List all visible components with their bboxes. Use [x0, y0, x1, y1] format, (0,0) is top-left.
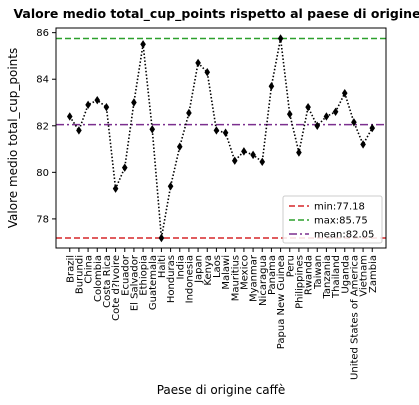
x-tick-label: Vietnam — [359, 255, 370, 297]
data-point — [286, 109, 293, 119]
legend-label: min:77.18 — [314, 202, 365, 213]
x-tick-label: Japan — [194, 255, 205, 284]
data-point — [341, 88, 348, 98]
data-point — [231, 156, 238, 165]
x-tick-label: Peru — [285, 255, 296, 277]
x-tick-label: Panama — [267, 255, 278, 295]
y-axis-label: Valore medio total_cup_points — [6, 48, 20, 228]
data-point — [323, 112, 330, 121]
x-tick-label: Kenya — [203, 255, 214, 286]
x-tick-label: Malawi — [221, 255, 232, 290]
x-tick-label: Burundi — [74, 255, 85, 294]
data-point — [195, 58, 201, 68]
data-point — [131, 98, 137, 107]
x-tick-label: Colombia — [93, 255, 104, 302]
x-tick-label: Papua New Guinea — [276, 255, 287, 349]
y-tick-label: 82 — [36, 121, 49, 132]
y-tick-label: 84 — [36, 75, 49, 86]
x-tick-label: Honduras — [166, 255, 177, 303]
data-point — [167, 182, 174, 191]
x-tick-label: Ecuador — [120, 254, 131, 296]
x-tick-label: Tanzania — [322, 255, 333, 300]
x-tick-label: Uganda — [340, 255, 351, 294]
data-point — [241, 147, 247, 156]
data-point — [360, 140, 366, 149]
x-tick-label: Mauritius — [230, 255, 241, 301]
x-tick-label: Guatemala — [148, 255, 159, 310]
data-point — [277, 34, 284, 43]
x-axis-label: Paese di origine caffè — [157, 383, 286, 397]
y-tick-label: 78 — [36, 214, 49, 225]
data-point — [296, 148, 302, 157]
data-point — [140, 40, 146, 49]
data-point — [351, 118, 357, 127]
data-point — [94, 95, 101, 105]
x-tick-label: Brazil — [65, 255, 76, 283]
data-point — [369, 123, 376, 133]
x-tick-label: Indonesia — [184, 255, 195, 303]
chart-title: Valore medio total_cup_points rispetto a… — [13, 6, 419, 22]
x-tick-label: Thailand — [331, 255, 342, 299]
plot-area — [56, 34, 386, 243]
x-tick-label: Zambia — [368, 255, 379, 293]
data-point — [314, 121, 321, 130]
x-tick-label: India — [175, 255, 186, 280]
data-point — [305, 102, 311, 112]
x-tick-label: Philippines — [294, 255, 305, 309]
series-line — [69, 38, 373, 239]
x-tick-label: China — [84, 255, 95, 284]
x-tick-label: Cote d?Ivoire — [111, 255, 122, 321]
data-point — [121, 163, 128, 172]
data-point — [85, 100, 91, 110]
x-tick-label: Laos — [212, 255, 223, 278]
data-point — [222, 128, 229, 137]
data-point — [250, 150, 256, 160]
legend-label: mean:82.05 — [314, 230, 374, 241]
data-point — [186, 108, 192, 118]
data-point — [158, 233, 165, 243]
legend: min:77.18 max:85.75 mean:82.05 — [282, 195, 383, 244]
data-point — [103, 102, 110, 112]
x-tick-label: El Salvador — [129, 254, 140, 311]
data-point — [332, 107, 339, 117]
x-tick-label: Myanmar — [249, 254, 260, 302]
data-point — [213, 126, 220, 135]
data-point — [112, 184, 119, 193]
x-tick-label: Nicaragua — [258, 255, 269, 306]
x-tick-label: Haiti — [157, 255, 168, 278]
legend-box — [282, 195, 383, 244]
x-tick-label: Ethiopia — [139, 255, 150, 296]
x-tick-label: Mexico — [239, 255, 250, 290]
x-tick-label: United States of America — [349, 255, 360, 380]
y-tick-label: 86 — [36, 28, 49, 39]
data-point — [268, 82, 275, 91]
x-tick-label: Costa Rica — [102, 255, 113, 308]
data-point — [176, 142, 183, 151]
x-tick-label: Taiwan — [313, 255, 324, 290]
data-point — [204, 68, 211, 77]
legend-label: max:85.75 — [314, 216, 368, 227]
data-point — [149, 125, 156, 134]
data-point — [66, 112, 73, 121]
data-point — [259, 157, 266, 167]
data-point — [76, 126, 82, 135]
plot-frame — [55, 27, 387, 249]
x-tick-label: Rwanda — [304, 255, 315, 295]
y-tick-label: 80 — [36, 168, 49, 179]
